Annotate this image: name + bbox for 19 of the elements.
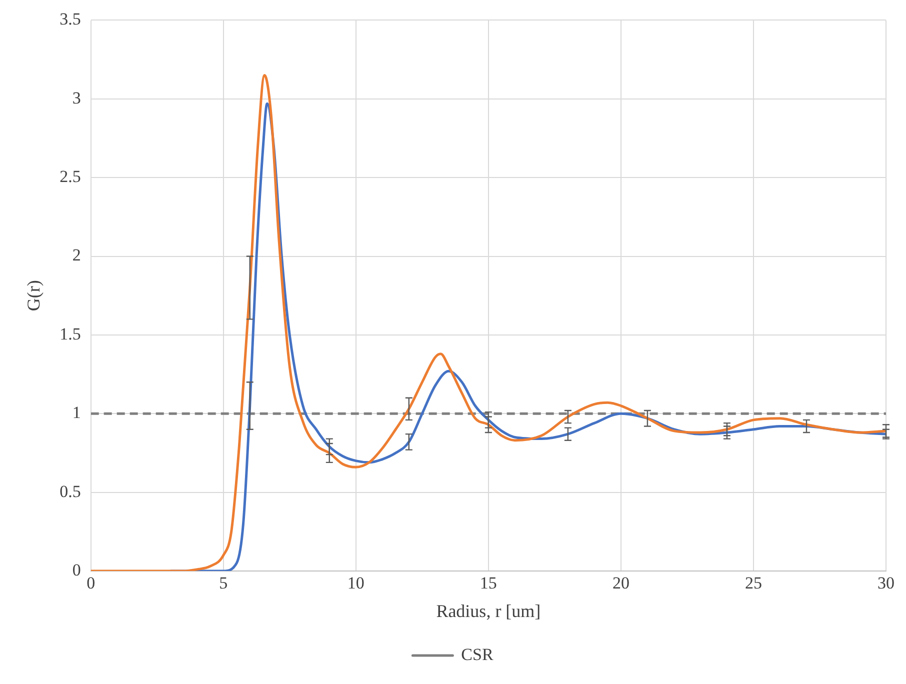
y-tick-label: 3.5 (60, 10, 81, 29)
y-tick-label: 2 (72, 246, 81, 265)
x-tick-label: 5 (219, 574, 228, 593)
line-series (90, 74, 886, 571)
y-tick-label: 1 (72, 403, 81, 422)
y-tick-label: 0.5 (60, 482, 81, 501)
x-tick-label: 0 (86, 574, 96, 593)
x-axis-title: Radius, r [um] (436, 600, 541, 621)
x-tick-label: 10 (347, 574, 364, 593)
y-axis-title: G(r) (24, 280, 44, 312)
x-tick-label: 15 (480, 574, 497, 593)
y-tick-label: 0 (72, 560, 81, 580)
y-tick-label: 2.5 (60, 167, 81, 186)
y-tick-label: 1.5 (60, 324, 81, 344)
legend-label: CSR (461, 644, 494, 664)
x-tick-label: 30 (878, 574, 894, 593)
x-tick-label: 25 (744, 574, 762, 593)
y-tick-label: 3 (72, 88, 81, 108)
x-tick-label: 20 (612, 574, 630, 593)
